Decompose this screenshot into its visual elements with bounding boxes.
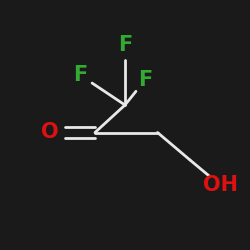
Text: O: O — [41, 122, 59, 142]
Text: OH: OH — [202, 175, 237, 195]
Text: F: F — [73, 65, 87, 85]
Text: F: F — [118, 35, 132, 55]
Text: F: F — [138, 70, 152, 90]
